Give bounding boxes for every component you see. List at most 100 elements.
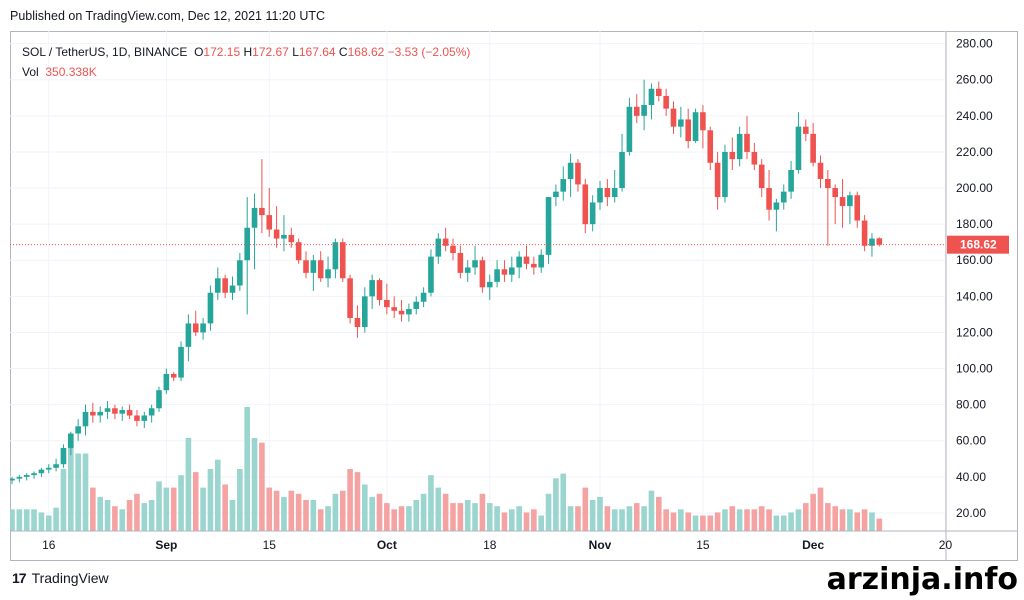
candle[interactable] bbox=[501, 260, 508, 282]
candle[interactable] bbox=[376, 278, 383, 306]
candle[interactable] bbox=[589, 195, 596, 232]
candle[interactable] bbox=[633, 94, 640, 124]
candle[interactable] bbox=[141, 411, 148, 429]
candle[interactable] bbox=[31, 471, 37, 479]
candle[interactable] bbox=[486, 274, 493, 300]
candle[interactable] bbox=[148, 404, 155, 423]
candle[interactable] bbox=[744, 115, 750, 160]
candle[interactable] bbox=[391, 296, 397, 319]
candle[interactable] bbox=[575, 159, 581, 192]
candle[interactable] bbox=[185, 314, 192, 362]
candle[interactable] bbox=[567, 153, 574, 198]
candle[interactable] bbox=[736, 126, 743, 167]
candle[interactable] bbox=[347, 274, 353, 324]
candle[interactable] bbox=[663, 88, 669, 116]
candle[interactable] bbox=[237, 253, 243, 291]
candle[interactable] bbox=[10, 476, 15, 485]
candle[interactable] bbox=[97, 406, 103, 423]
candle[interactable] bbox=[803, 119, 809, 142]
candle[interactable] bbox=[229, 276, 236, 300]
candle[interactable] bbox=[854, 191, 861, 228]
candle[interactable] bbox=[861, 215, 868, 252]
candle[interactable] bbox=[303, 251, 309, 279]
candle[interactable] bbox=[611, 169, 618, 203]
candle[interactable] bbox=[678, 106, 684, 138]
candle[interactable] bbox=[259, 159, 265, 234]
candle[interactable] bbox=[560, 166, 567, 201]
candle[interactable] bbox=[90, 402, 96, 423]
candle[interactable] bbox=[428, 249, 434, 297]
candle[interactable] bbox=[435, 233, 442, 264]
candle[interactable] bbox=[509, 256, 515, 282]
candle[interactable] bbox=[119, 406, 126, 421]
candle[interactable] bbox=[450, 238, 456, 261]
candle[interactable] bbox=[707, 126, 714, 170]
candle[interactable] bbox=[773, 198, 780, 232]
candle[interactable] bbox=[420, 287, 427, 308]
candle[interactable] bbox=[222, 274, 228, 299]
candle[interactable] bbox=[134, 410, 140, 427]
candle[interactable] bbox=[16, 475, 23, 483]
candle[interactable] bbox=[582, 179, 589, 234]
candle[interactable] bbox=[516, 251, 522, 279]
candle[interactable] bbox=[626, 97, 633, 156]
candle[interactable] bbox=[170, 372, 177, 382]
candle[interactable] bbox=[362, 287, 368, 333]
candle[interactable] bbox=[876, 237, 883, 247]
candle[interactable] bbox=[192, 310, 199, 337]
candle[interactable] bbox=[332, 238, 339, 279]
candle[interactable] bbox=[692, 108, 699, 143]
candle[interactable] bbox=[244, 197, 250, 315]
candle[interactable] bbox=[354, 305, 361, 338]
candle[interactable] bbox=[398, 299, 405, 322]
candle[interactable] bbox=[53, 458, 59, 472]
candle[interactable] bbox=[545, 197, 552, 264]
candle[interactable] bbox=[156, 386, 162, 412]
candle[interactable] bbox=[494, 260, 500, 288]
candle[interactable] bbox=[178, 341, 184, 382]
tradingview-logo[interactable]: 17 TradingView bbox=[12, 570, 109, 586]
candle[interactable] bbox=[780, 184, 787, 210]
candle[interactable] bbox=[295, 238, 302, 264]
candle[interactable] bbox=[656, 81, 662, 102]
candle[interactable] bbox=[251, 193, 258, 270]
candle[interactable] bbox=[619, 133, 625, 192]
candle[interactable] bbox=[288, 227, 295, 248]
candle[interactable] bbox=[112, 404, 118, 420]
candle[interactable] bbox=[310, 254, 317, 291]
candle[interactable] bbox=[479, 256, 486, 293]
candle[interactable] bbox=[163, 368, 170, 394]
candle[interactable] bbox=[523, 245, 530, 270]
candle[interactable] bbox=[825, 169, 831, 246]
candle[interactable] bbox=[722, 144, 728, 203]
candle[interactable] bbox=[648, 83, 655, 120]
candle[interactable] bbox=[325, 256, 331, 288]
candle[interactable] bbox=[413, 296, 420, 315]
candle[interactable] bbox=[442, 227, 449, 252]
candle[interactable] bbox=[553, 184, 559, 207]
candle[interactable] bbox=[75, 419, 81, 441]
candle[interactable] bbox=[45, 464, 52, 474]
candle[interactable] bbox=[68, 431, 74, 456]
candle[interactable] bbox=[531, 256, 537, 275]
candle[interactable] bbox=[339, 238, 346, 282]
candle[interactable] bbox=[670, 101, 677, 134]
candle[interactable] bbox=[266, 188, 273, 237]
candle[interactable] bbox=[406, 303, 412, 322]
candlestick-chart[interactable]: 168.62 280.00 260.00 240.00 220.00 200.00 180… bbox=[10, 31, 1018, 561]
candle[interactable] bbox=[207, 285, 214, 331]
candle[interactable] bbox=[847, 191, 853, 225]
candle[interactable] bbox=[788, 160, 794, 199]
candle[interactable] bbox=[832, 184, 838, 225]
candle[interactable] bbox=[685, 108, 691, 149]
candle[interactable] bbox=[472, 245, 478, 275]
candle[interactable] bbox=[317, 251, 324, 282]
candle[interactable] bbox=[751, 142, 758, 170]
candle[interactable] bbox=[60, 444, 67, 468]
candle[interactable] bbox=[714, 151, 721, 210]
candle[interactable] bbox=[700, 105, 706, 149]
candle[interactable] bbox=[200, 318, 206, 340]
candle[interactable] bbox=[729, 137, 736, 170]
candle[interactable] bbox=[104, 401, 111, 420]
candle[interactable] bbox=[273, 206, 280, 248]
